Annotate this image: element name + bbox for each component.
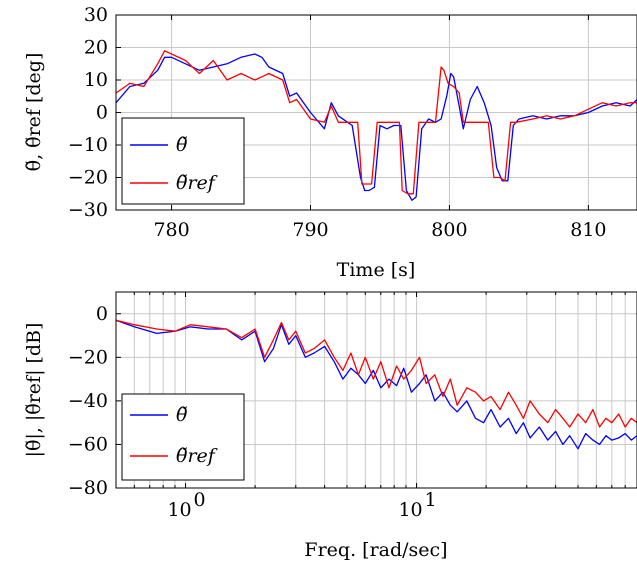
y-tick-labels: −80 −60 −40 −20 0 <box>68 303 108 499</box>
y-tick-label: 10 <box>84 69 108 91</box>
legend-label-theta-ref: θ̃ref <box>176 172 218 194</box>
y-tick-label: −20 <box>68 167 108 189</box>
series-lines <box>116 50 637 201</box>
x-tick-label: 800 <box>431 219 467 241</box>
series-line-theta <box>116 53 637 201</box>
y-tick-label: −10 <box>68 134 108 156</box>
tick-marks <box>116 14 589 211</box>
y-tick-labels: −30 −20 −10 0 10 20 30 <box>68 4 108 221</box>
y-tick-label: −80 <box>68 477 108 499</box>
x-axis-label: Time [s] <box>337 259 416 281</box>
grid <box>115 292 637 489</box>
legend-box <box>121 117 245 205</box>
frequency-domain-plot: −80−60−40−200 10 0 10 1 Freq. [rad/sec] |θ̃… <box>23 291 637 561</box>
y-tick-label: −40 <box>68 390 108 412</box>
x-tick-exponent: 1 <box>425 489 437 511</box>
tick-marks <box>115 292 637 489</box>
x-tick-label: 810 <box>570 219 606 241</box>
x-tick-exponent: 0 <box>193 489 205 511</box>
legend-box <box>121 393 245 481</box>
x-tick-label: 780 <box>153 219 189 241</box>
x-tick-label: 10 <box>398 499 422 521</box>
x-tick-label: 10 <box>167 499 191 521</box>
y-axis-label: |θ̃|, |θ̃ref| [dB] <box>23 323 45 458</box>
y-tick-label: −30 <box>68 199 108 221</box>
y-axis-label: θ̃, θ̃ref [deg] <box>23 53 45 172</box>
legend: θ̃ θ̃ref <box>121 117 245 205</box>
y-tick-label: 0 <box>96 303 108 325</box>
legend-label-theta-ref: θ̃ref <box>176 445 218 467</box>
y-tick-label: 30 <box>84 4 108 26</box>
y-tick-label: 20 <box>84 37 108 59</box>
y-tick-label: −20 <box>68 346 108 368</box>
y-tick-label: 0 <box>96 102 108 124</box>
legend: θ̃ θ̃ref <box>121 393 245 481</box>
x-tick-labels: 10 0 10 1 <box>167 489 436 521</box>
series-line-theta <box>116 319 637 450</box>
x-tick-label: 790 <box>292 219 328 241</box>
time-domain-plot: −30 −20 −10 0 10 20 30 780 790 800 810 Time [s] θ… <box>23 4 637 281</box>
series-line-theta-ref <box>116 50 637 195</box>
plot-frame <box>115 291 637 489</box>
legend-label-theta: θ̃ <box>176 404 188 426</box>
series-lines <box>116 319 637 450</box>
y-tick-label: −60 <box>68 433 108 455</box>
series-line-theta-ref <box>116 319 637 428</box>
legend-label-theta: θ̃ <box>176 134 188 156</box>
x-tick-labels: 780 790 800 810 <box>153 219 606 241</box>
x-axis-label: Freq. [rad/sec] <box>304 539 447 561</box>
